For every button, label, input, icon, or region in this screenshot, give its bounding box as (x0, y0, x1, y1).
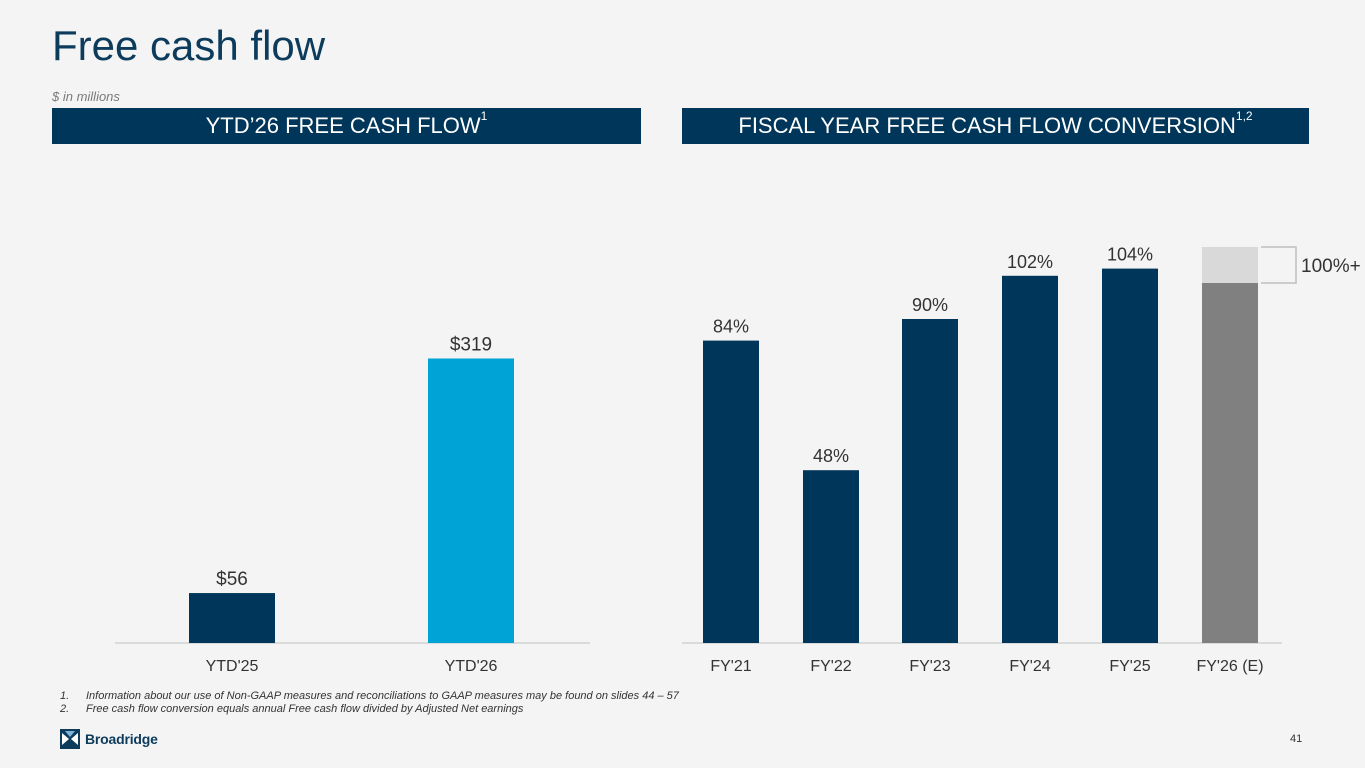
bar-fy21 (703, 340, 759, 643)
footnote-2: 2. Free cash flow conversion equals annua… (60, 703, 524, 715)
footnotes: 1. Information about our use of Non-GAAP … (60, 690, 679, 716)
data-label-fy23: 90% (912, 295, 948, 315)
broadridge-logo: Broadridge (60, 728, 158, 750)
estimate-label: 100%+ (1301, 256, 1361, 277)
bar-fy25 (1102, 268, 1158, 643)
x-tick-label-fy26e: FY'26 (E) (1196, 658, 1263, 675)
page-number: 41 (1290, 733, 1303, 745)
x-tick-label-fy25: FY'25 (1109, 658, 1150, 675)
bar-fy24 (1002, 275, 1058, 643)
left-banner-footnote-ref: 1 (480, 109, 488, 123)
logo-text: Broadridge (85, 731, 158, 747)
broadridge-logo-icon (60, 729, 80, 749)
data-label-ytd26: $319 (450, 334, 492, 355)
right-banner-text: FISCAL YEAR FREE CASH FLOW CONVERSION (738, 113, 1236, 138)
x-tick-label-ytd25: YTD'25 (206, 658, 259, 675)
right-chart-banner: FISCAL YEAR FREE CASH FLOW CONVERSION1,2 (682, 108, 1309, 144)
bar-ytd26 (428, 358, 514, 643)
x-tick-label-fy22: FY'22 (810, 658, 851, 675)
bar-fy22 (803, 470, 859, 643)
x-tick-label-ytd26: YTD'26 (445, 658, 498, 675)
units-note: $ in millions (52, 89, 120, 104)
bar-fy26e-upside (1202, 247, 1258, 283)
data-label-fy25: 104% (1107, 245, 1153, 265)
page-title: Free cash flow (52, 22, 326, 69)
data-label-ytd25: $56 (216, 569, 248, 590)
estimate-bracket (1261, 246, 1297, 284)
data-label-fy22: 48% (813, 446, 849, 466)
x-tick-label-fy21: FY'21 (710, 658, 751, 675)
bar-fy26e (1202, 283, 1258, 643)
x-tick-label-fy23: FY'23 (909, 658, 950, 675)
bar-fy23 (902, 319, 958, 643)
data-label-fy21: 84% (713, 317, 749, 337)
left-chart-banner: YTD’26 FREE CASH FLOW1 (52, 108, 641, 144)
x-tick-label-fy24: FY'24 (1009, 658, 1050, 675)
data-label-fy24: 102% (1007, 252, 1053, 272)
bar-ytd25 (189, 593, 275, 643)
right-banner-footnote-ref: 1,2 (1235, 109, 1253, 123)
footnote-1: 1. Information about our use of Non-GAAP … (60, 690, 679, 702)
left-banner-text: YTD’26 FREE CASH FLOW (205, 113, 481, 138)
